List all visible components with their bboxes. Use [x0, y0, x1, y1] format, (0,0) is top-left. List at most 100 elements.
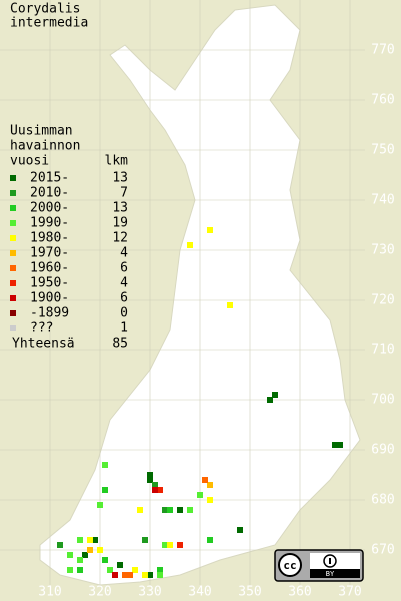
observation-square [112, 572, 118, 578]
observation-square [167, 542, 173, 548]
observation-square [157, 487, 163, 493]
y-axis-label: 680 [371, 493, 394, 508]
observation-square [57, 542, 63, 548]
legend-label: 2000- [30, 201, 69, 216]
title-line: intermedia [10, 16, 88, 31]
observation-square [67, 567, 73, 573]
observation-square [207, 537, 213, 543]
observation-square [142, 537, 148, 543]
legend-swatch [10, 280, 16, 286]
observation-square [207, 482, 213, 488]
observation-square [102, 557, 108, 563]
x-axis-label: 360 [288, 585, 311, 600]
observation-square [152, 482, 158, 488]
svg-text:cc: cc [283, 559, 296, 572]
observation-square [127, 572, 133, 578]
observation-square [87, 547, 93, 553]
title-line: Corydalis [10, 2, 80, 17]
observation-square [92, 537, 98, 543]
legend-label: 1970- [30, 246, 69, 261]
total: 85 [112, 337, 128, 352]
x-axis-label: 370 [338, 585, 361, 600]
observation-square [77, 567, 83, 573]
observation-square [227, 302, 233, 308]
license-badge: cc BY [274, 549, 364, 582]
y-axis-label: 770 [371, 43, 394, 58]
legend-swatch [10, 325, 16, 331]
observation-square [137, 507, 143, 513]
observation-square [187, 242, 193, 248]
y-axis-label: 720 [371, 293, 394, 308]
observation-square [187, 507, 193, 513]
legend-swatch [10, 220, 16, 226]
legend-swatch [10, 265, 16, 271]
observation-square [267, 397, 273, 403]
observation-square [197, 492, 203, 498]
license-label: BY [326, 570, 335, 578]
count-header: lkm [105, 154, 129, 169]
observation-square [122, 572, 128, 578]
y-axis-label: 690 [371, 443, 394, 458]
observation-square [162, 507, 168, 513]
legend-count: 1 [120, 321, 128, 336]
x-axis-label: 320 [88, 585, 111, 600]
observation-square [162, 542, 168, 548]
observation-square [207, 497, 213, 503]
squares [57, 227, 343, 578]
observation-square [77, 557, 83, 563]
observation-square [207, 227, 213, 233]
legend-label: 1990- [30, 216, 69, 231]
y-axis-label: 670 [371, 543, 394, 558]
legend-count: 4 [120, 246, 128, 261]
legend-label: 1900- [30, 291, 69, 306]
x-axis-label: 340 [188, 585, 211, 600]
y-axis-label: 760 [371, 93, 394, 108]
y-axis-label: 730 [371, 243, 394, 258]
x-axis-label: 350 [238, 585, 261, 600]
observation-square [152, 487, 158, 493]
observation-square [157, 567, 163, 573]
legend-count: 13 [112, 201, 128, 216]
legend-swatch [10, 205, 16, 211]
legend-header: havainnon [10, 139, 80, 154]
observation-square [157, 572, 163, 578]
legend-swatch [10, 310, 16, 316]
observation-square [272, 392, 278, 398]
legend-swatch [10, 235, 16, 241]
y-axis-label: 710 [371, 343, 394, 358]
observation-square [337, 442, 343, 448]
observation-square [102, 487, 108, 493]
legend-label: ??? [30, 321, 53, 336]
y-axis-label: 750 [371, 143, 394, 158]
observation-square [332, 442, 338, 448]
legend-header: vuosi [10, 154, 49, 169]
observation-square [97, 502, 103, 508]
observation-square [107, 567, 113, 573]
y-axis-label: 740 [371, 193, 394, 208]
observation-square [82, 552, 88, 558]
observation-square [237, 527, 243, 533]
observation-square [67, 552, 73, 558]
grid [0, 0, 365, 585]
observation-square [77, 537, 83, 543]
observation-square [202, 477, 208, 483]
legend-swatch [10, 190, 16, 196]
observation-square [97, 547, 103, 553]
observation-square [87, 537, 93, 543]
observation-square [177, 542, 183, 548]
observation-square [177, 507, 183, 513]
legend-label: 1980- [30, 231, 69, 246]
legend-swatch [10, 295, 16, 301]
legend-count: 6 [120, 261, 128, 276]
observation-square [147, 477, 153, 483]
observation-square [102, 462, 108, 468]
total-label: Yhteensä [12, 337, 75, 352]
observation-square [132, 567, 138, 573]
legend-count: 0 [120, 306, 128, 321]
legend-label: -1899 [30, 306, 69, 321]
legend-count: 12 [112, 231, 128, 246]
y-axis-label: 700 [371, 393, 394, 408]
legend-count: 7 [120, 186, 128, 201]
